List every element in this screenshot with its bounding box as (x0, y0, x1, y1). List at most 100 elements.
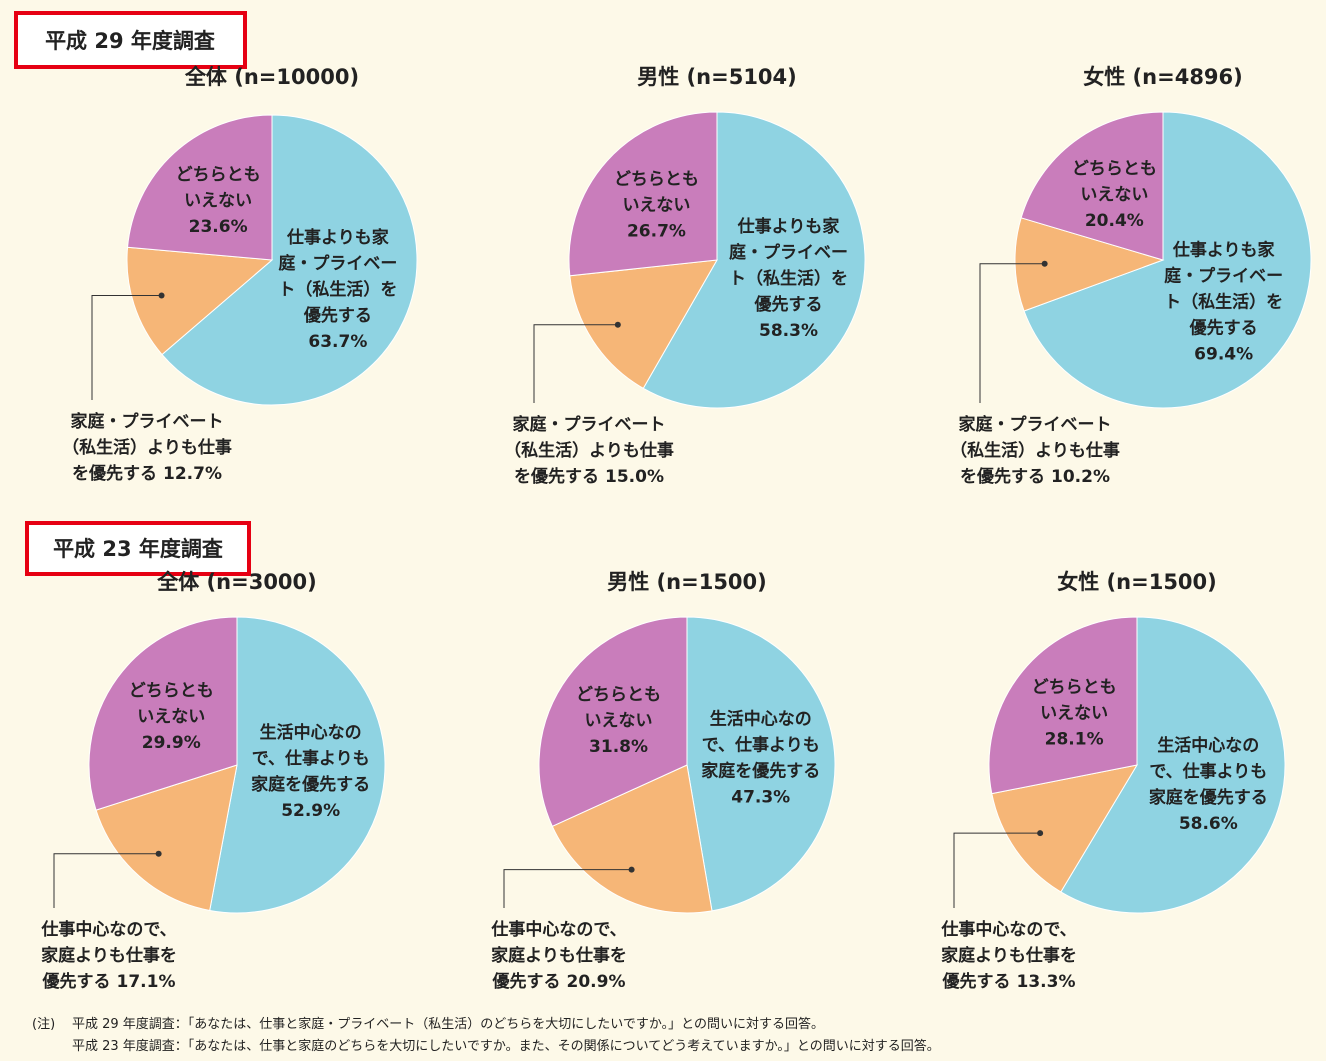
section-box (25, 521, 251, 576)
pie-slice (161, 114, 418, 406)
label-line: 優先する (303, 305, 372, 326)
label-line: 家庭を優先する (251, 774, 370, 795)
label-line: いえない (622, 196, 690, 216)
value-label: 23.6% (189, 217, 248, 237)
slice-label: どちらともいえない 31.8% (576, 685, 661, 757)
label-line: 家庭よりも仕事を (491, 945, 627, 966)
label-line: ト（私生活）を (729, 268, 848, 289)
label-line: いえない (137, 707, 205, 727)
slice-label: 仕事中心なので、家庭よりも仕事を優先する 13.3% (940, 919, 1077, 992)
value-label: 31.8% (589, 737, 648, 757)
slice-label: 家庭・プライベート （私生活）よりも仕事を優先する 12.7% (62, 411, 232, 484)
pie-slice (686, 616, 836, 912)
label-line: 優先する (1189, 317, 1258, 338)
chart-title: 全体 (n=10000) (184, 65, 359, 89)
label-line: （私生活）よりも仕事 (950, 440, 1120, 461)
note-label: (注) (32, 1017, 55, 1032)
value-label: 52.9% (281, 801, 340, 821)
slice-label: どちらともいえない 26.7% (614, 170, 699, 242)
note-line: 平成 23 年度調査：「あなたは、仕事と家庭のどちらを大切にしたいですか。また、… (72, 1038, 940, 1054)
chart-title: 全体 (n=3000) (156, 570, 317, 594)
pie-slice (642, 111, 866, 409)
label-line: どちらとも (129, 681, 214, 701)
label-line: どちらとも (1032, 677, 1117, 697)
slice-label: 生活中心なので、仕事よりも家庭を優先する 52.9% (251, 722, 370, 821)
slice-label: どちらともいえない 23.6% (176, 165, 261, 237)
label-line: 生活中心なの (1157, 735, 1259, 756)
label-line: 庭・プライベー (729, 242, 848, 263)
leader-line (953, 832, 1041, 908)
label-line: 家庭・プライベート (71, 411, 224, 432)
pie-slice (569, 259, 718, 390)
value-label: 20.9% (567, 972, 626, 992)
label-line: 優先する (942, 971, 1011, 992)
label-line: ト（私生活）を (278, 279, 397, 300)
section-title: 平成 29 年度調査 (45, 29, 215, 53)
note-line: 平成 29 年度調査：「あなたは、仕事と家庭・プライベート（私生活）のどちらを大… (72, 1016, 824, 1032)
pie-slice (568, 111, 718, 277)
value-label: 28.1% (1045, 729, 1104, 749)
label-line: 仕事中心なので、 (940, 919, 1076, 940)
slice-label: 生活中心なので、仕事よりも家庭を優先する 47.3% (701, 709, 820, 808)
label-line: 仕事よりも家 (286, 227, 389, 248)
label-line: で、仕事よりも (702, 735, 820, 756)
slice-label: 仕事よりも家庭・プライベート（私生活）を優先する 63.7% (278, 227, 397, 352)
chart-title: 男性 (n=5104) (637, 65, 797, 89)
pie-slice (1060, 616, 1286, 914)
label-line: を優先する (514, 466, 599, 487)
leader-line (533, 324, 618, 403)
label-line: で、仕事よりも (252, 748, 370, 769)
chart-title: 男性 (n=1500) (607, 570, 767, 594)
label-line: 優先する (753, 294, 822, 315)
label-line: 優先する (492, 971, 561, 992)
label-line: 仕事中心なので、 (40, 919, 176, 940)
value-label: 58.6% (1179, 814, 1238, 834)
label-line: 仕事よりも家 (737, 216, 840, 237)
value-label: 26.7% (627, 222, 686, 242)
label-line: （私生活）よりも仕事 (62, 437, 232, 458)
pie-slice (127, 114, 273, 261)
slice-label: 家庭・プライベート （私生活）よりも仕事を優先する 10.2% (950, 414, 1120, 487)
pie-slice (551, 764, 713, 914)
leader-line (53, 853, 159, 908)
label-line: どちらとも (176, 165, 261, 185)
slice-label: 仕事中心なので、家庭よりも仕事を優先する 17.1% (40, 919, 177, 992)
section-box (14, 11, 247, 69)
label-line: を優先する (960, 466, 1045, 487)
label-line: 仕事よりも家 (1172, 239, 1275, 260)
pie-slice (209, 616, 386, 914)
section-title: 平成 23 年度調査 (53, 537, 223, 561)
pie-slice (1020, 111, 1164, 261)
label-line: いえない (1080, 185, 1148, 205)
pie-slice (95, 764, 238, 912)
label-line: いえない (585, 711, 653, 731)
label-line: 庭・プライベー (278, 253, 397, 274)
slice-label: 仕事中心なので、家庭よりも仕事を優先する 20.9% (490, 919, 627, 992)
label-line: ト（私生活）を (1164, 291, 1283, 312)
slice-label: 仕事よりも家庭・プライベート（私生活）を優先する 58.3% (729, 216, 848, 341)
value-label: 15.0% (605, 467, 664, 487)
label-line: いえない (1040, 703, 1108, 723)
label-line: 家庭よりも仕事を (941, 945, 1077, 966)
label-line: どちらとも (1072, 159, 1157, 179)
label-line: いえない (184, 191, 252, 211)
value-label: 47.3% (731, 788, 790, 808)
label-line: で、仕事よりも (1149, 761, 1267, 782)
value-label: 20.4% (1085, 211, 1144, 231)
value-label: 58.3% (759, 321, 818, 341)
leader-line (979, 263, 1045, 403)
value-label: 12.7% (163, 464, 222, 484)
pie-slice (126, 246, 274, 356)
slice-label: どちらともいえない 28.1% (1032, 677, 1117, 749)
label-line: 家庭を優先する (1149, 787, 1268, 808)
label-line: 優先する (42, 971, 111, 992)
value-label: 63.7% (308, 332, 367, 352)
label-line: 家庭・プライベート (959, 414, 1112, 435)
value-label: 29.9% (142, 733, 201, 753)
label-line: 家庭・プライベート (513, 414, 666, 435)
label-line: 仕事中心なので、 (490, 919, 626, 940)
label-line: （私生活）よりも仕事 (504, 440, 674, 461)
label-line: 庭・プライベー (1164, 265, 1283, 286)
